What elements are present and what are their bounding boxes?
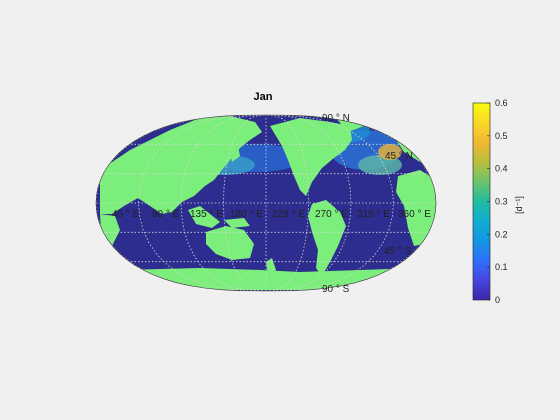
label-lon-90: 90 ° E [152, 209, 180, 220]
colorbar: 0 0.1 0.2 0.3 0.4 0.5 0.6 [d⁻¹] [472, 98, 524, 305]
map-frame [95, 114, 437, 292]
graticule [96, 115, 436, 291]
label-45s: 45 ° S [384, 246, 412, 257]
label-lon-270: 270 ° E [315, 209, 348, 220]
label-lon-135: 135 ° E [190, 209, 223, 220]
colorbar-tick-label: 0.4 [495, 164, 508, 174]
label-lon-180: 180 ° E [230, 209, 263, 220]
colorbar-tick-label: 0 [495, 295, 500, 305]
eurasia [100, 116, 262, 214]
new-guinea [224, 218, 250, 228]
label-lon-225: 225 ° E [272, 209, 305, 220]
label-lon-45: 45 ° E [112, 209, 140, 220]
colorbar-label: [d⁻¹] [514, 196, 524, 214]
africa-right [396, 170, 436, 246]
japan [230, 146, 240, 162]
label-90n: 90 ° N [322, 113, 350, 124]
label-90s: 90 ° S [322, 284, 350, 295]
north-america [270, 118, 352, 196]
colorbar-tick-label: 0.2 [495, 229, 508, 239]
label-lon-315: 315 ° E [357, 209, 390, 220]
maritime-se-asia [188, 206, 220, 228]
label-45n: 45 ° N [385, 151, 413, 162]
antarctica [100, 268, 436, 290]
label-lon-360: 360 ° E [398, 209, 431, 220]
map-title: Jan [254, 91, 273, 103]
colorbar-tick-label: 0.1 [495, 262, 508, 272]
colorbar-tick-label: 0.5 [495, 131, 508, 141]
australia [206, 226, 254, 260]
colorbar-ticks: 0 0.1 0.2 0.3 0.4 0.5 0.6 [487, 98, 508, 305]
map [95, 114, 437, 292]
colorbar-tick-label: 0.3 [495, 197, 508, 207]
south-america [308, 200, 346, 276]
colorbar-tick-label: 0.6 [495, 98, 508, 108]
graticule-labels: 90 ° N 45 ° N 45 ° S 90 ° S 45 ° E 90 ° … [112, 113, 431, 295]
